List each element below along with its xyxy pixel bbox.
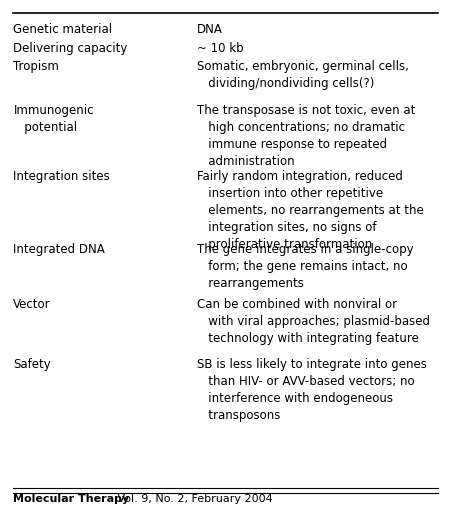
Text: DNA: DNA <box>197 23 222 37</box>
Text: Somatic, embryonic, germinal cells,
   dividing/nondividing cells(?): Somatic, embryonic, germinal cells, divi… <box>197 60 409 90</box>
Text: Delivering capacity: Delivering capacity <box>13 42 128 55</box>
Text: Integrated DNA: Integrated DNA <box>13 243 105 256</box>
Text: SB is less likely to integrate into genes
   than HIV- or AVV-based vectors; no
: SB is less likely to integrate into gene… <box>197 358 427 422</box>
Text: Can be combined with nonviral or
   with viral approaches; plasmid-based
   tech: Can be combined with nonviral or with vi… <box>197 298 429 345</box>
Text: Vector: Vector <box>13 298 51 311</box>
Text: Immunogenic
   potential: Immunogenic potential <box>13 104 94 134</box>
Text: The transposase is not toxic, even at
   high concentrations; no dramatic
   imm: The transposase is not toxic, even at hi… <box>197 104 415 169</box>
Text: ~ 10 kb: ~ 10 kb <box>197 42 243 55</box>
Text: Safety: Safety <box>13 358 51 371</box>
Text: Integration sites: Integration sites <box>13 170 110 183</box>
Text: The gene integrates in a single-copy
   form; the gene remains intact, no
   rea: The gene integrates in a single-copy for… <box>197 243 413 290</box>
Text: Vol. 9, No. 2, February 2004: Vol. 9, No. 2, February 2004 <box>114 494 273 504</box>
Text: Genetic material: Genetic material <box>13 23 112 37</box>
Text: Molecular Therapy: Molecular Therapy <box>13 494 130 504</box>
Text: Fairly random integration, reduced
   insertion into other repetitive
   element: Fairly random integration, reduced inser… <box>197 170 423 251</box>
Text: Tropism: Tropism <box>13 60 59 73</box>
